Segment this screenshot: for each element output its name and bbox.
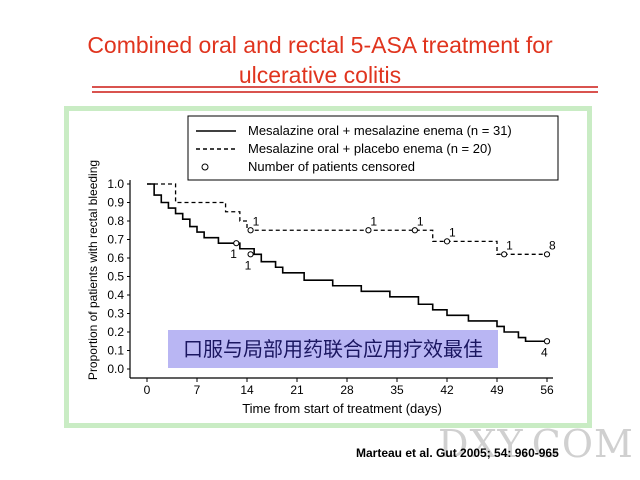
slide-title-line-1: Combined oral and rectal 5-ASA treatment… <box>87 32 553 58</box>
censor-count-label: 1 <box>370 214 377 228</box>
censor-count-label: 1 <box>449 225 456 239</box>
censor-count-label: 1 <box>506 238 513 252</box>
y-tick-label: 0.5 <box>107 270 124 284</box>
censor-count-label: 1 <box>253 214 260 228</box>
censor-circle <box>501 251 508 258</box>
chinese-caption-box: 口服与局部用药联合应用疗效最佳 <box>168 330 498 368</box>
slide-title: Combined oral and rectal 5-ASA treatment… <box>0 30 640 90</box>
censor-count-label: 1 <box>417 214 424 228</box>
title-underline-bottom <box>92 91 598 93</box>
censor-circle <box>443 238 451 245</box>
legend-swatch-circle <box>201 163 209 171</box>
citation-text: Marteau et al. Gut 2005; 54: 960-965 <box>356 446 559 460</box>
censor-count-label: 1 <box>230 247 237 261</box>
legend-entry-3: Number of patients censored <box>248 159 415 174</box>
x-tick-label: 0 <box>144 383 151 397</box>
y-tick-label: 0.7 <box>107 233 124 247</box>
y-tick-label: 0.4 <box>107 288 124 302</box>
censor-circle <box>543 338 551 345</box>
y-tick-label: 0.3 <box>107 307 124 321</box>
x-tick-label: 49 <box>490 383 504 397</box>
x-tick-label: 56 <box>540 383 554 397</box>
y-tick-label: 0.0 <box>107 362 124 376</box>
legend-entry-1: Mesalazine oral + mesalazine enema (n = … <box>248 123 512 138</box>
x-tick-label: 35 <box>390 383 404 397</box>
censor-count-label: 1 <box>245 258 252 272</box>
y-tick-label: 1.0 <box>107 177 124 191</box>
slide-title-line-2: ulcerative colitis <box>238 62 402 88</box>
y-tick-label: 0.8 <box>107 214 124 228</box>
series-line-2 <box>147 183 547 255</box>
x-tick-label: 14 <box>240 383 254 397</box>
watermark-logo: DXY.COM <box>438 422 634 466</box>
chart-legend: Mesalazine oral + mesalazine enema (n = … <box>187 115 559 181</box>
x-tick-label: 28 <box>340 383 354 397</box>
censor-circle <box>365 227 372 234</box>
censor-circle <box>247 251 254 258</box>
censor-circle <box>411 227 418 234</box>
y-tick-label: 0.6 <box>107 251 124 265</box>
y-tick-label: 0.2 <box>107 325 124 339</box>
x-tick-label: 7 <box>194 383 201 397</box>
censor-circle <box>543 251 551 258</box>
y-tick-label: 0.1 <box>107 344 124 358</box>
censor-circle <box>233 240 240 247</box>
censor-circle <box>247 227 254 234</box>
censor-count-label: 4 <box>541 345 548 359</box>
y-axis-label: Proportion of patients with rectal bleed… <box>86 160 100 380</box>
series-line-1 <box>147 183 547 343</box>
chart-axes: 0.00.10.20.30.40.50.60.70.80.91.00 7 14 21 2… <box>107 177 554 397</box>
x-tick-label: 21 <box>290 383 304 397</box>
chart-series <box>147 183 547 343</box>
x-axis-label: Time from start of treatment (days) <box>242 401 442 416</box>
y-tick-label: 0.9 <box>107 196 124 210</box>
title-underline-top <box>92 86 598 88</box>
censor-count-label: 8 <box>549 238 556 252</box>
legend-entry-2: Mesalazine oral + placebo enema (n = 20) <box>248 141 492 156</box>
legend-frame <box>187 115 559 181</box>
x-tick-label: 42 <box>440 383 454 397</box>
